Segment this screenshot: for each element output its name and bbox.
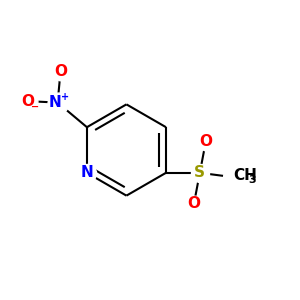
Text: N: N	[49, 95, 61, 110]
Text: −: −	[31, 102, 39, 112]
Text: +: +	[61, 92, 69, 102]
Text: S: S	[194, 165, 205, 180]
Text: O: O	[188, 196, 200, 211]
Text: O: O	[54, 64, 67, 79]
Text: O: O	[21, 94, 34, 109]
Text: 3: 3	[248, 175, 255, 184]
Text: O: O	[199, 134, 212, 149]
Text: N: N	[80, 165, 93, 180]
Text: CH: CH	[234, 168, 258, 183]
